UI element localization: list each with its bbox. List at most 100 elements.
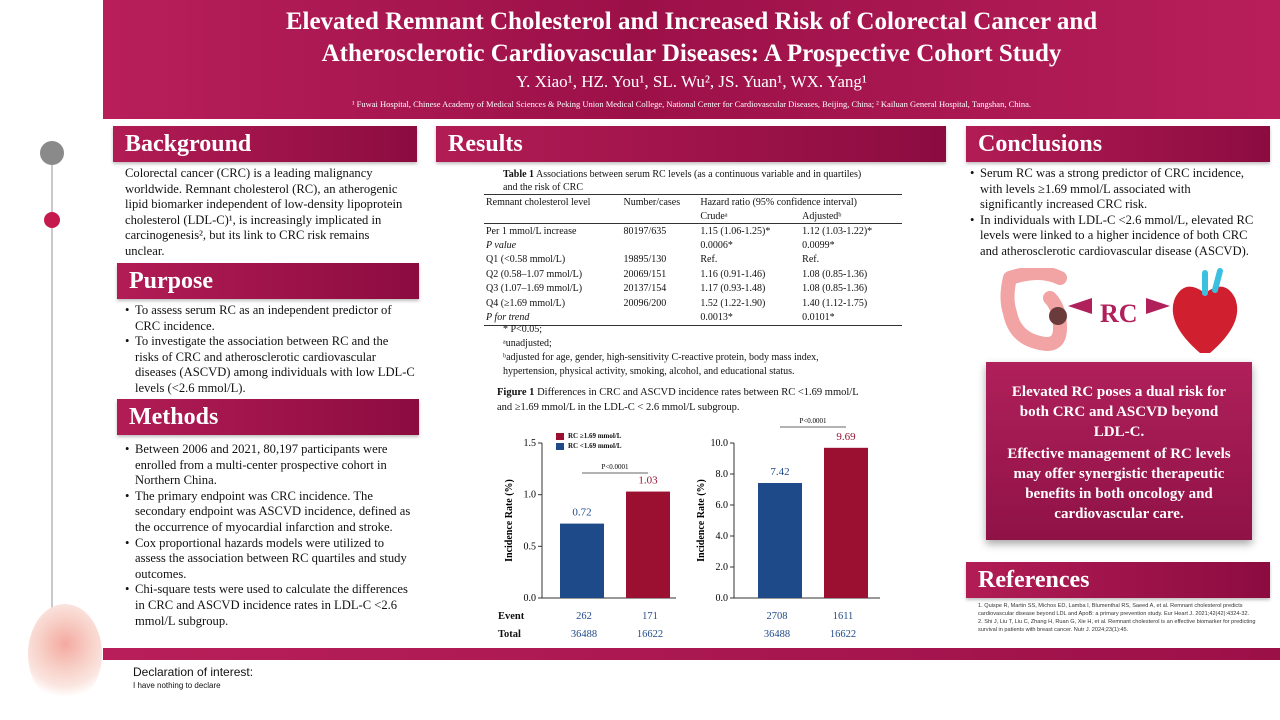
y-axis-label: Incidence Rate (%)	[696, 479, 707, 562]
note-significance: * P<0.05;	[503, 324, 542, 335]
callout-line-1: Elevated RC poses a dual risk for both C…	[1011, 384, 1227, 440]
y-tick-label: 4.0	[716, 531, 729, 542]
conclusions-list: Serum RC was a strong predictor of CRC i…	[970, 166, 1255, 260]
bottom-bar	[103, 648, 1280, 660]
total-label: Total	[498, 629, 521, 640]
table-row: Q3 (1.07–1.69 mmol/L) 20137/154 1.17 (0.…	[484, 282, 902, 297]
methods-item: Cox proportional hazards models were uti…	[125, 536, 415, 583]
p-value-annotation: P<0.0001	[799, 417, 827, 425]
methods-list: Between 2006 and 2021, 80,197 participan…	[125, 442, 415, 629]
bar-value-label: 0.72	[572, 507, 591, 519]
bar-value-label: 1.03	[638, 475, 658, 487]
methods-item: Between 2006 and 2021, 80,197 participan…	[125, 442, 415, 489]
legend-swatch-low	[556, 442, 564, 450]
ascvd-total-low: 36488	[763, 629, 791, 640]
timeline-dot-grey	[40, 141, 64, 165]
row-crude: 0.0013*	[698, 310, 801, 326]
row-crude: 0.0006*	[700, 239, 733, 251]
row-label: Q2 (0.58–1.07 mmol/L)	[486, 268, 583, 280]
illustration-label: RC	[1100, 299, 1138, 328]
methods-heading: Methods	[117, 399, 419, 435]
crc-total-high: 16622	[636, 629, 664, 640]
row-crude: 1.16 (0.91-1.46)	[700, 268, 766, 280]
y-tick-label: 1.5	[524, 438, 537, 449]
figure-caption-text2: and ≥1.69 mmol/L in the LDL-C < 2.6 mmol…	[497, 402, 740, 413]
table-row: Q2 (0.58–1.07 mmol/L) 20069/151 1.16 (0.…	[484, 267, 902, 282]
table-row: Per 1 mmol/L increase 80197/635 1.15 (1.…	[484, 224, 902, 239]
title-banner: Elevated Remnant Cholesterol and Increas…	[103, 0, 1280, 119]
decorative-watercolor	[28, 604, 102, 704]
references-heading: References	[966, 562, 1270, 598]
bar	[626, 491, 670, 598]
row-cases	[621, 310, 699, 326]
event-label: Event	[498, 611, 525, 622]
conclusions-item: Serum RC was a strong predictor of CRC i…	[970, 166, 1255, 213]
references-list: 1. Quispe R, Martin SS, Michos ED, Lamba…	[978, 602, 1270, 634]
row-cases	[621, 238, 698, 253]
legend-label: RC <1.69 mmol/L	[568, 442, 622, 450]
colon-heart-illustration: RC	[1000, 268, 1238, 353]
y-tick-label: 0.0	[524, 593, 537, 604]
legend-swatch-high	[556, 432, 564, 440]
row-adjusted: 1.12 (1.03-1.22)*	[802, 225, 873, 237]
table-header-row: Remnant cholesterol level Number/cases H…	[484, 194, 902, 209]
crc-event-high: 171	[642, 611, 658, 622]
note-adjusted: ᵇadjusted for age, gender, high-sensitiv…	[503, 352, 819, 363]
crc-incidence-chart: 0.0 0.5 1.0 1.5 Incidence Rate (%) 0.72 1.03 P<…	[504, 438, 676, 604]
bar	[824, 447, 868, 598]
row-adjusted: 1.40 (1.12-1.75)	[802, 297, 868, 309]
ascvd-event-low: 2708	[766, 611, 788, 622]
purpose-heading: Purpose	[117, 263, 419, 299]
background-heading: Background	[113, 126, 417, 162]
declaration-text: I have nothing to declare	[133, 681, 221, 690]
legend-item: RC ≥1.69 mmol/L	[556, 431, 622, 441]
row-adjusted: 0.0101*	[800, 310, 902, 326]
col-header-cases: Number/cases	[621, 194, 699, 209]
table-title-text: Associations between serum RC levels (as…	[503, 169, 862, 193]
table-row: P value 0.0006* 0.0099*	[484, 238, 902, 253]
row-adjusted: 1.08 (0.85-1.36)	[802, 283, 868, 295]
row-cases: 20137/154	[623, 283, 667, 295]
background-text: Colorectal cancer (CRC) is a leading mal…	[125, 166, 403, 258]
bar-value-label: 7.42	[770, 466, 789, 478]
figure-caption: Figure 1 Differences in CRC and ASCVD in…	[497, 385, 887, 415]
title-line-1: Elevated Remnant Cholesterol and Increas…	[285, 8, 1098, 35]
row-label: P value	[486, 239, 517, 251]
declaration-title: Declaration of interest:	[133, 665, 254, 679]
reference-item: 2. Shi J, Liu T, Liu C, Zhang H, Ruan G,…	[978, 619, 1256, 633]
conclusions-item: In individuals with LDL-C <2.6 mmol/L, e…	[970, 213, 1255, 260]
timeline-line	[51, 160, 53, 615]
callout-line-2: Effective management of RC levels may of…	[1007, 446, 1231, 522]
row-label: Q1 (<0.58 mmol/L)	[486, 254, 566, 266]
conclusions-heading: Conclusions	[966, 126, 1270, 162]
ascvd-event-high: 1611	[832, 611, 854, 622]
p-value-annotation: P<0.0001	[601, 463, 629, 471]
results-heading: Results	[436, 126, 946, 162]
ascvd-incidence-chart: 0.0 2.0 4.0 6.0 8.0 10.0 Incidence Rate (%) 7.4…	[696, 417, 880, 604]
table-row: Q4 (≥1.69 mmol/L) 20096/200 1.52 (1.22-1…	[484, 296, 902, 311]
row-cases: 20069/151	[623, 268, 667, 280]
poster-title: Elevated Remnant Cholesterol and Increas…	[103, 0, 1280, 70]
row-cases: 80197/635	[623, 225, 667, 237]
bar	[758, 482, 802, 598]
table-title: Table 1 Associations between serum RC le…	[503, 168, 863, 194]
table-row: Q1 (<0.58 mmol/L) 19895/130 Ref. Ref.	[484, 253, 902, 268]
note-unadjusted: ᵃunadjusted;	[503, 338, 552, 349]
results-table: Remnant cholesterol level Number/cases H…	[484, 194, 902, 326]
bar	[560, 523, 604, 598]
legend-label: RC ≥1.69 mmol/L	[568, 432, 622, 440]
table-row: P for trend 0.0013* 0.0101*	[484, 310, 902, 326]
col-header-adjusted: Adjustedᵇ	[800, 209, 902, 224]
crc-event-low: 262	[576, 611, 592, 622]
chart-legend: RC ≥1.69 mmol/L RC <1.69 mmol/L	[556, 431, 622, 451]
purpose-item: To assess serum RC as an independent pre…	[125, 303, 415, 334]
col-header-crude: Crudeᵃ	[698, 209, 801, 224]
arrow-left-icon	[1068, 298, 1092, 314]
y-axis-label: Incidence Rate (%)	[504, 479, 515, 562]
row-crude: 1.15 (1.06-1.25)*	[700, 225, 771, 237]
legend-item: RC <1.69 mmol/L	[556, 441, 622, 451]
crc-total-low: 36488	[570, 629, 598, 640]
row-adjusted: Ref.	[802, 254, 820, 266]
row-crude: 1.52 (1.22-1.90)	[700, 297, 766, 309]
y-tick-label: 1.0	[524, 490, 537, 501]
